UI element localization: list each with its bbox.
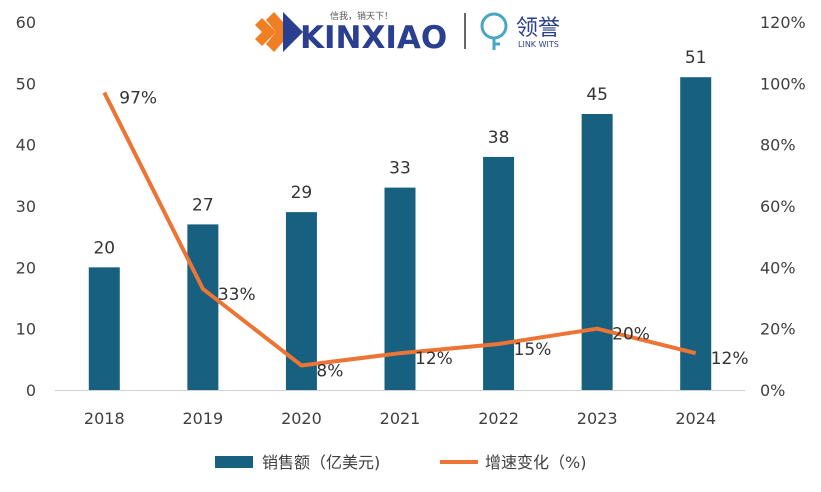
line-series [102,91,697,368]
line-data-label: 12% [415,349,453,369]
bar-data-label: 20 [93,238,115,258]
growth-line [102,91,697,368]
line-data-label: 15% [514,340,552,360]
legend-bar-label: 销售额（亿美元) [262,453,380,472]
bar [483,156,515,390]
x-tick-label: 2019 [182,409,223,428]
left-tick-label: 40 [16,136,36,155]
right-tick-label: 80% [760,136,796,155]
bar-data-label: 27 [192,195,214,215]
left-axis-ticks: 0 10 20 30 40 50 60 [16,13,36,400]
left-tick-label: 10 [16,320,36,339]
line-data-label: 8% [316,361,343,381]
bar [384,187,416,390]
bar [187,224,219,390]
x-tick-label: 2023 [577,409,618,428]
x-tick-label: 2021 [380,409,421,428]
left-tick-label: 30 [16,197,36,216]
line-data-labels: 97% 33% 8% 12% 15% 20% 12% [119,89,748,382]
x-tick-label: 2020 [281,409,322,428]
line-data-label: 97% [119,89,157,109]
bar [680,77,712,390]
bar-data-label: 51 [685,48,707,68]
right-tick-label: 40% [760,258,796,277]
bar-data-label: 29 [291,183,313,203]
right-axis-ticks: 0% 20% 40% 60% 80% 100% 120% [760,13,806,400]
bar [581,114,613,390]
line-data-label: 33% [218,285,256,305]
bar-series [88,77,712,390]
x-tick-label: 2024 [675,409,716,428]
line-data-label: 20% [612,325,650,345]
x-tick-label: 2018 [84,409,125,428]
legend-line-label: 增速变化（%) [485,453,586,472]
bar-data-label: 33 [389,159,411,179]
right-tick-label: 0% [760,381,785,400]
bar [88,267,120,390]
right-tick-label: 100% [760,74,806,93]
bar-data-labels: 20 27 29 33 38 45 51 [93,48,706,258]
bar-data-label: 38 [488,128,510,148]
linkwits-logo-sub: LINK WITS [518,40,559,49]
linkwits-logo-text: 领誉 [516,16,560,41]
kinxiao-slogan: 信我，销天下！ [330,10,393,22]
line-data-label: 12% [711,349,749,369]
legend-bar-swatch [215,456,253,468]
x-tick-label: 2022 [478,409,519,428]
legend: 销售额（亿美元) 增速变化（%) [215,453,586,472]
kinxiao-logo-text: KINXIAO [300,20,447,56]
bar [285,212,317,390]
left-tick-label: 50 [16,74,36,93]
brand-header: KINXIAO 信我，销天下！ 领誉 LINK WITS [255,10,560,56]
right-tick-label: 20% [760,320,796,339]
linkwits-logo-icon [480,12,508,50]
left-tick-label: 0 [26,381,36,400]
left-tick-label: 20 [16,258,36,277]
bar-data-label: 45 [586,85,608,105]
x-axis-ticks: 2018 2019 2020 2021 2022 2023 2024 [84,409,716,428]
right-tick-label: 120% [760,13,806,32]
right-tick-label: 60% [760,197,796,216]
kinxiao-logo-icon [255,12,303,52]
left-tick-label: 60 [16,13,36,32]
